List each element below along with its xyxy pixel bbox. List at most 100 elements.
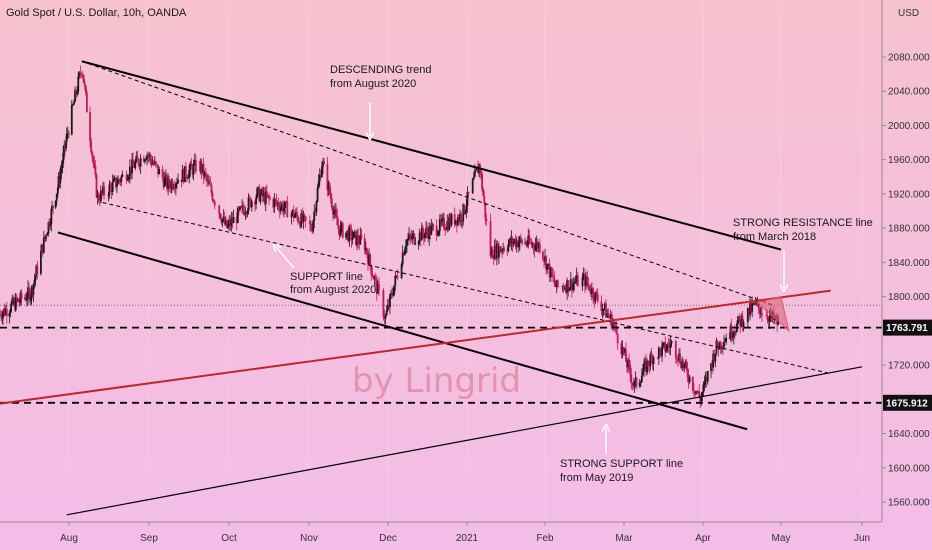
candle-body [514,239,517,247]
candle-body [446,221,449,230]
candle-body [227,224,229,228]
candle-body [668,346,671,348]
strong-resistance-march-2018-line[interactable] [0,289,831,405]
candle-body [336,216,339,226]
dashed-support-aug-2020-line[interactable] [102,201,831,375]
candle-body [263,192,266,204]
candle-body [465,205,468,211]
candle-body [494,245,497,259]
candle-body [351,237,354,240]
candle-body [527,235,530,245]
candle-body [485,218,488,221]
candle-body [387,304,390,307]
candle-body [614,325,617,327]
candle-body [649,354,652,366]
y-axis[interactable]: 2080.000 2040.000 2000.000 1960.000 1920.000… [882,53,930,509]
candle-body [403,249,406,256]
candle-body [737,316,739,324]
candle-body [551,267,553,276]
price-tag-label: 1675.912 [886,398,928,409]
candle-body [329,193,332,199]
candle-body [26,298,28,300]
candle-body [704,377,707,382]
candle-body [62,152,65,164]
candle-body [420,227,423,241]
candle-body [455,220,458,226]
candle-body [735,331,737,333]
candle-body [184,166,187,178]
candle-body [133,165,136,168]
candle-body [691,376,694,390]
candle-body [518,237,521,243]
candle-body [193,160,196,164]
dashed-upper-diagonal-line[interactable] [81,60,774,306]
strong-support-may-2019-line[interactable] [66,366,863,516]
candle-body [321,166,323,178]
candle-body [154,161,157,164]
candle-body [688,376,691,382]
candle-body [226,220,228,228]
candle-body [586,276,589,284]
candle-body [751,303,754,312]
horizontal-levels [0,304,882,404]
candle-body [1,313,4,319]
candle-body [314,211,317,213]
annotation-resistance-line-1: STRONG RESISTANCE line [733,217,873,229]
candle-body [291,209,294,214]
candle-body [47,222,50,234]
candle-body [254,201,256,205]
candle-body [610,314,613,329]
candle-body [97,194,100,201]
candle-body [662,343,664,346]
y-tick-label: 1800.000 [888,292,930,303]
candle-body [264,191,267,204]
candle-body [48,222,51,227]
candle-body [156,163,158,166]
candle-body [410,236,413,240]
candle-body [396,275,399,279]
x-axis[interactable]: Aug Sep Oct Nov Dec 2021 Feb Mar Apr May Jun [60,522,870,544]
annotation-strong-support-line-1: STRONG SUPPORT line [560,458,683,470]
candle-body [696,391,698,393]
candle-body [766,316,769,320]
candle-body [408,234,410,239]
candle-body [334,209,336,212]
candle-body [692,389,695,392]
candle-body [444,229,447,230]
candle-body [683,364,686,368]
candle-body [761,313,763,316]
candle-body [600,301,603,311]
y-tick-label: 1600.000 [888,463,930,474]
candle-body [490,249,493,256]
candle-body [348,227,351,242]
candle-body [663,342,666,344]
candle-body [350,229,353,240]
price-tags: 1763.791 1675.912 [883,319,932,411]
candle-body [667,344,670,347]
annotation-resistance: STRONG RESISTANCE line from March 2018 [733,217,873,288]
candle-body [269,198,271,200]
candle-body [438,218,441,232]
candle-body [34,276,37,281]
candle-body [589,290,592,295]
descending-channel-top-line[interactable] [81,60,782,251]
candle-body [311,229,313,232]
candle-body [733,332,736,333]
descending-channel-bottom-line[interactable] [57,231,748,431]
y-tick-label: 1960.000 [888,155,930,166]
candle-body [509,239,512,245]
candle-body [427,232,430,240]
candle-body [620,343,623,355]
candle-body [231,218,234,224]
candle-body [712,353,715,368]
candle-body [629,364,632,375]
candle-body [167,178,169,189]
candle-body [250,201,253,208]
candle-body [335,209,338,217]
candle-body [650,354,653,356]
candle-body [76,91,79,95]
candle-body [40,251,42,274]
candle-body [720,347,723,349]
